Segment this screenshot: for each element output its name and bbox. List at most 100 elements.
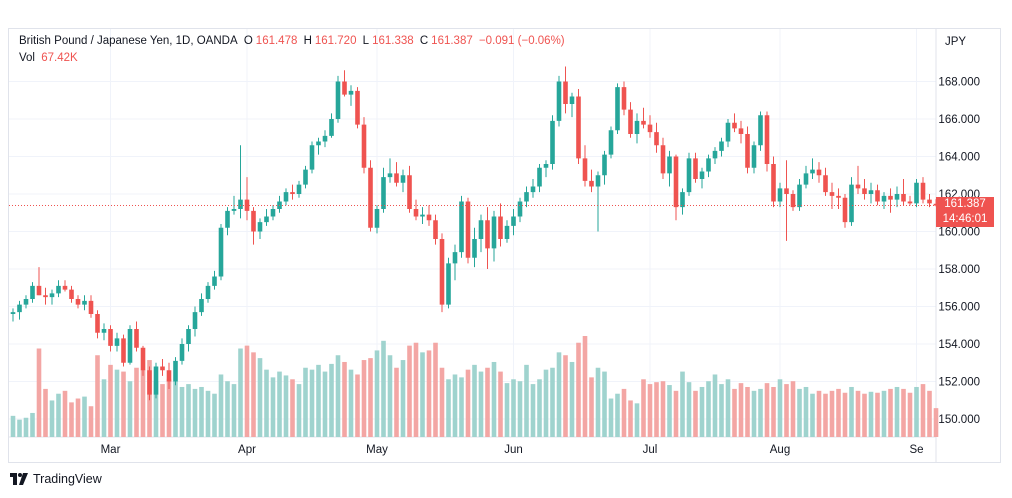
close-value: 161.387: [431, 35, 473, 47]
volume-bar: [10, 415, 16, 437]
volume-bar: [290, 379, 295, 437]
volume-bar: [517, 381, 523, 437]
chart-frame: [8, 28, 1001, 463]
symbol-title[interactable]: British Pound / Japanese Yen, 1D, OANDA: [19, 35, 238, 47]
candle-body: [569, 96, 575, 104]
volume-bar: [628, 400, 633, 437]
candle-body: [764, 115, 770, 164]
volume-bar: [446, 379, 451, 437]
candle-body: [459, 201, 464, 253]
volume-bar: [667, 385, 672, 437]
volume-bar: [335, 355, 341, 437]
candle-body: [348, 90, 354, 95]
x-tick-label: Jul: [643, 444, 658, 456]
volume-bar: [634, 403, 640, 437]
volume-bar: [472, 364, 477, 437]
candle-body: [166, 370, 172, 382]
candle-body: [257, 222, 263, 232]
candle-body: [30, 285, 35, 299]
volume-bar: [829, 390, 835, 437]
volume-bar: [56, 393, 61, 437]
volume-bar: [621, 388, 627, 437]
candle-body: [173, 360, 178, 382]
candle-body: [732, 122, 737, 129]
candle-body: [114, 338, 120, 346]
candle-body: [537, 167, 542, 187]
volume-bar: [205, 390, 211, 437]
volume-bar: [836, 388, 841, 437]
candle-body: [270, 209, 276, 217]
candle-body: [914, 182, 919, 204]
candle-body: [927, 199, 932, 204]
candle-body: [628, 109, 633, 134]
volume-bar: [264, 369, 269, 437]
candle-body: [69, 289, 74, 299]
candle-body: [894, 194, 900, 200]
volume-bar: [485, 367, 490, 437]
candle-body: [342, 81, 347, 95]
volume-label[interactable]: Vol: [19, 52, 35, 64]
candle-body: [121, 338, 126, 363]
candle-body: [797, 184, 802, 208]
volume-bar: [368, 358, 373, 437]
candle-body: [758, 115, 763, 146]
candlestick-chart[interactable]: 150.000 152.000 154.000 156.000 158.000 160.0…: [0, 0, 1012, 470]
volume-bar: [355, 374, 360, 437]
volume-bar: [316, 364, 321, 437]
volume-bar: [608, 398, 614, 437]
volume-bar: [387, 355, 393, 437]
candle-body: [745, 134, 750, 168]
candle-body: [712, 150, 718, 159]
volume-bar: [127, 381, 133, 437]
close-label: C: [419, 35, 429, 47]
footer: TradingView: [10, 472, 102, 486]
volume-bar: [907, 392, 913, 437]
candle-body: [192, 312, 198, 329]
volume-bar: [901, 388, 906, 437]
brand-name[interactable]: TradingView: [33, 472, 102, 486]
candle-body: [582, 158, 588, 181]
volume-bar: [439, 367, 445, 437]
candle-body: [485, 220, 490, 249]
currency-label: JPY: [945, 36, 966, 48]
x-tick-label: Se: [909, 444, 923, 456]
x-tick-label: Mar: [101, 444, 121, 456]
candle-body: [101, 329, 107, 333]
volume-bar: [595, 367, 601, 437]
candle-body: [407, 175, 412, 209]
tradingview-logo-icon[interactable]: [10, 473, 28, 485]
candle-body: [394, 173, 399, 183]
candle-body: [686, 158, 692, 193]
candle-body: [738, 128, 744, 134]
volume-bar: [550, 367, 555, 437]
candle-body: [49, 293, 55, 298]
y-tick-label: 152.000: [938, 377, 980, 389]
last-price-value: 161.387: [944, 198, 986, 211]
volume-bar: [641, 379, 646, 437]
candle-body: [907, 201, 913, 204]
candle-body: [374, 209, 380, 228]
candle-body: [355, 90, 360, 125]
candle-body: [673, 156, 679, 208]
candle-body: [563, 81, 568, 104]
high-label: H: [303, 35, 312, 47]
candle-body: [634, 120, 640, 134]
candle-body: [134, 329, 139, 348]
candle-body: [140, 347, 146, 371]
candle-body: [179, 344, 185, 361]
volume-bar: [348, 369, 354, 437]
volume-bar: [420, 352, 425, 437]
volume-bar: [680, 371, 685, 437]
volume-bar: [257, 358, 263, 437]
candle-body: [543, 164, 549, 168]
low-value: 161.338: [372, 35, 414, 47]
volume-bar: [569, 361, 575, 437]
candle-body: [667, 156, 672, 174]
candle-body: [153, 366, 159, 395]
volume-bar: [62, 390, 68, 437]
x-tick-label: Aug: [770, 444, 790, 456]
volume-bar: [69, 402, 74, 437]
volume-bar: [82, 396, 87, 437]
candle-body: [108, 329, 113, 346]
volume-bar: [855, 390, 861, 437]
